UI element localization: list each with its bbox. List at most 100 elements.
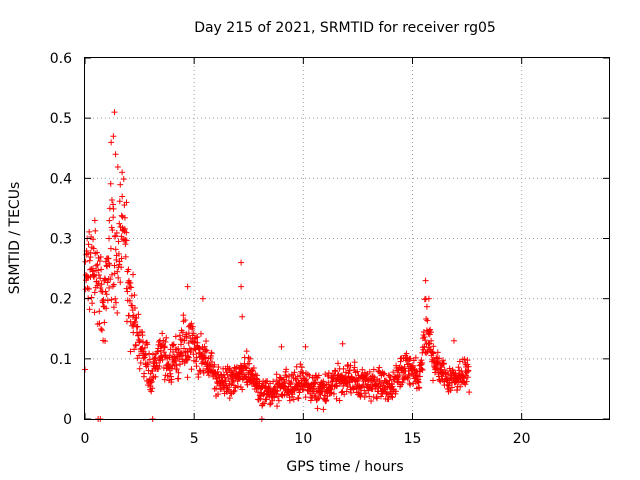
data-point xyxy=(388,393,395,400)
data-point xyxy=(370,366,377,373)
data-point xyxy=(86,228,93,235)
data-point xyxy=(170,341,177,348)
data-point xyxy=(428,337,435,344)
data-point xyxy=(288,379,295,386)
data-point xyxy=(270,378,277,385)
data-point xyxy=(208,350,215,357)
data-point xyxy=(386,377,393,384)
data-point xyxy=(211,385,218,392)
data-point xyxy=(246,360,253,367)
data-point xyxy=(97,285,104,292)
data-point xyxy=(132,318,139,325)
data-point xyxy=(135,332,142,339)
data-point xyxy=(116,198,123,205)
data-point xyxy=(222,378,229,385)
data-point xyxy=(106,205,113,212)
data-point xyxy=(114,268,121,275)
data-point xyxy=(211,361,218,368)
data-point xyxy=(161,344,168,351)
data-point xyxy=(142,351,149,358)
data-point xyxy=(188,320,195,327)
data-point xyxy=(107,245,114,252)
data-point xyxy=(112,246,119,253)
data-point xyxy=(286,397,293,404)
data-point xyxy=(321,392,328,399)
data-point xyxy=(319,383,326,390)
data-point xyxy=(186,354,193,361)
data-point xyxy=(116,220,123,227)
data-point xyxy=(110,281,117,288)
data-point xyxy=(173,362,180,369)
data-point xyxy=(422,337,429,344)
data-point xyxy=(123,285,130,292)
data-point xyxy=(396,372,403,379)
data-point xyxy=(89,265,96,272)
data-point xyxy=(286,373,293,380)
data-point xyxy=(98,325,105,332)
data-point xyxy=(464,374,471,381)
data-point xyxy=(101,319,108,326)
data-point xyxy=(155,366,162,373)
data-point xyxy=(350,386,357,393)
data-point xyxy=(269,397,276,404)
data-point xyxy=(112,295,119,302)
data-point xyxy=(418,365,425,372)
data-point xyxy=(312,393,319,400)
data-point xyxy=(446,380,453,387)
data-point xyxy=(208,359,215,366)
data-point xyxy=(119,169,126,176)
data-point xyxy=(407,381,414,388)
data-point xyxy=(177,341,184,348)
data-point xyxy=(167,370,174,377)
data-point xyxy=(113,229,120,236)
data-point xyxy=(201,354,208,361)
data-point xyxy=(140,355,147,362)
data-point xyxy=(125,266,132,273)
data-point xyxy=(281,378,288,385)
data-point xyxy=(103,305,110,312)
data-point xyxy=(243,365,250,372)
data-point xyxy=(110,214,117,221)
data-point xyxy=(333,395,340,402)
data-point xyxy=(168,376,175,383)
data-point xyxy=(466,389,473,396)
data-point xyxy=(84,272,91,279)
data-point xyxy=(115,238,122,245)
data-point xyxy=(395,378,402,385)
data-point xyxy=(141,354,148,361)
data-point xyxy=(126,297,133,304)
data-point xyxy=(282,380,289,387)
data-point xyxy=(200,369,207,376)
data-point xyxy=(110,205,117,212)
data-point xyxy=(89,300,96,307)
data-point xyxy=(184,374,191,381)
y-axis-label: SRMTID / TECUs xyxy=(7,182,23,295)
data-point xyxy=(106,217,113,224)
data-point xyxy=(433,354,440,361)
data-point xyxy=(342,369,349,376)
data-point xyxy=(434,359,441,366)
data-point xyxy=(124,288,131,295)
axis-ticks: 0 5 10 15 20 0 0.1 0.2 0.3 0.4 0.5 0.6 xyxy=(50,51,609,447)
plot-frame xyxy=(84,57,610,420)
data-point xyxy=(112,151,119,158)
data-point xyxy=(409,362,416,369)
data-point xyxy=(374,395,381,402)
data-point xyxy=(421,334,428,341)
data-point xyxy=(106,284,113,291)
data-point xyxy=(427,329,434,336)
data-point xyxy=(149,351,156,358)
data-point xyxy=(336,380,343,387)
data-point xyxy=(203,347,210,354)
data-point xyxy=(102,258,109,265)
data-point xyxy=(156,363,163,370)
y-tick-label: 0 xyxy=(63,412,72,428)
data-point xyxy=(118,212,125,219)
data-point xyxy=(325,379,332,386)
data-point xyxy=(98,281,105,288)
data-point xyxy=(110,304,117,311)
data-point xyxy=(104,279,111,286)
data-point xyxy=(133,314,140,321)
data-point xyxy=(103,291,110,298)
data-point xyxy=(430,350,437,357)
